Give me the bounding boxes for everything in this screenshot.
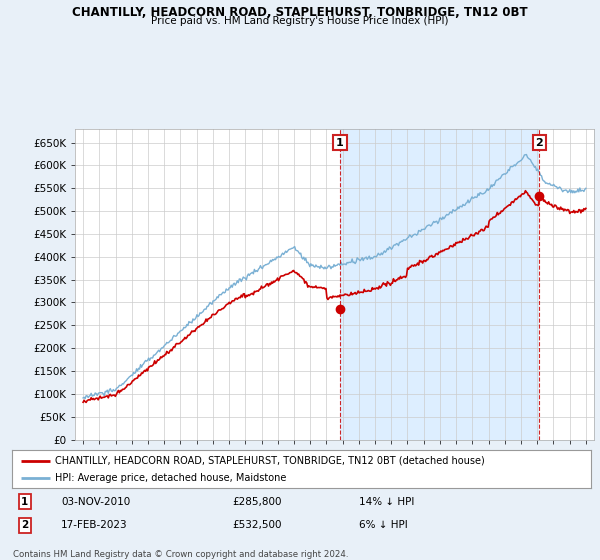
Text: 14% ↓ HPI: 14% ↓ HPI bbox=[359, 497, 415, 507]
Text: £532,500: £532,500 bbox=[232, 520, 281, 530]
Text: 17-FEB-2023: 17-FEB-2023 bbox=[61, 520, 128, 530]
Text: 2: 2 bbox=[535, 138, 543, 147]
Text: 03-NOV-2010: 03-NOV-2010 bbox=[61, 497, 130, 507]
Text: 1: 1 bbox=[21, 497, 28, 507]
Bar bbox=[340, 129, 539, 440]
Text: 2: 2 bbox=[21, 520, 28, 530]
Text: £285,800: £285,800 bbox=[232, 497, 281, 507]
Text: HPI: Average price, detached house, Maidstone: HPI: Average price, detached house, Maid… bbox=[55, 473, 287, 483]
Text: CHANTILLY, HEADCORN ROAD, STAPLEHURST, TONBRIDGE, TN12 0BT: CHANTILLY, HEADCORN ROAD, STAPLEHURST, T… bbox=[72, 6, 528, 18]
Text: 6% ↓ HPI: 6% ↓ HPI bbox=[359, 520, 408, 530]
Text: CHANTILLY, HEADCORN ROAD, STAPLEHURST, TONBRIDGE, TN12 0BT (detached house): CHANTILLY, HEADCORN ROAD, STAPLEHURST, T… bbox=[55, 455, 485, 465]
Text: Price paid vs. HM Land Registry's House Price Index (HPI): Price paid vs. HM Land Registry's House … bbox=[151, 16, 449, 26]
Text: Contains HM Land Registry data © Crown copyright and database right 2024.
This d: Contains HM Land Registry data © Crown c… bbox=[13, 550, 349, 560]
Text: 1: 1 bbox=[336, 138, 344, 147]
